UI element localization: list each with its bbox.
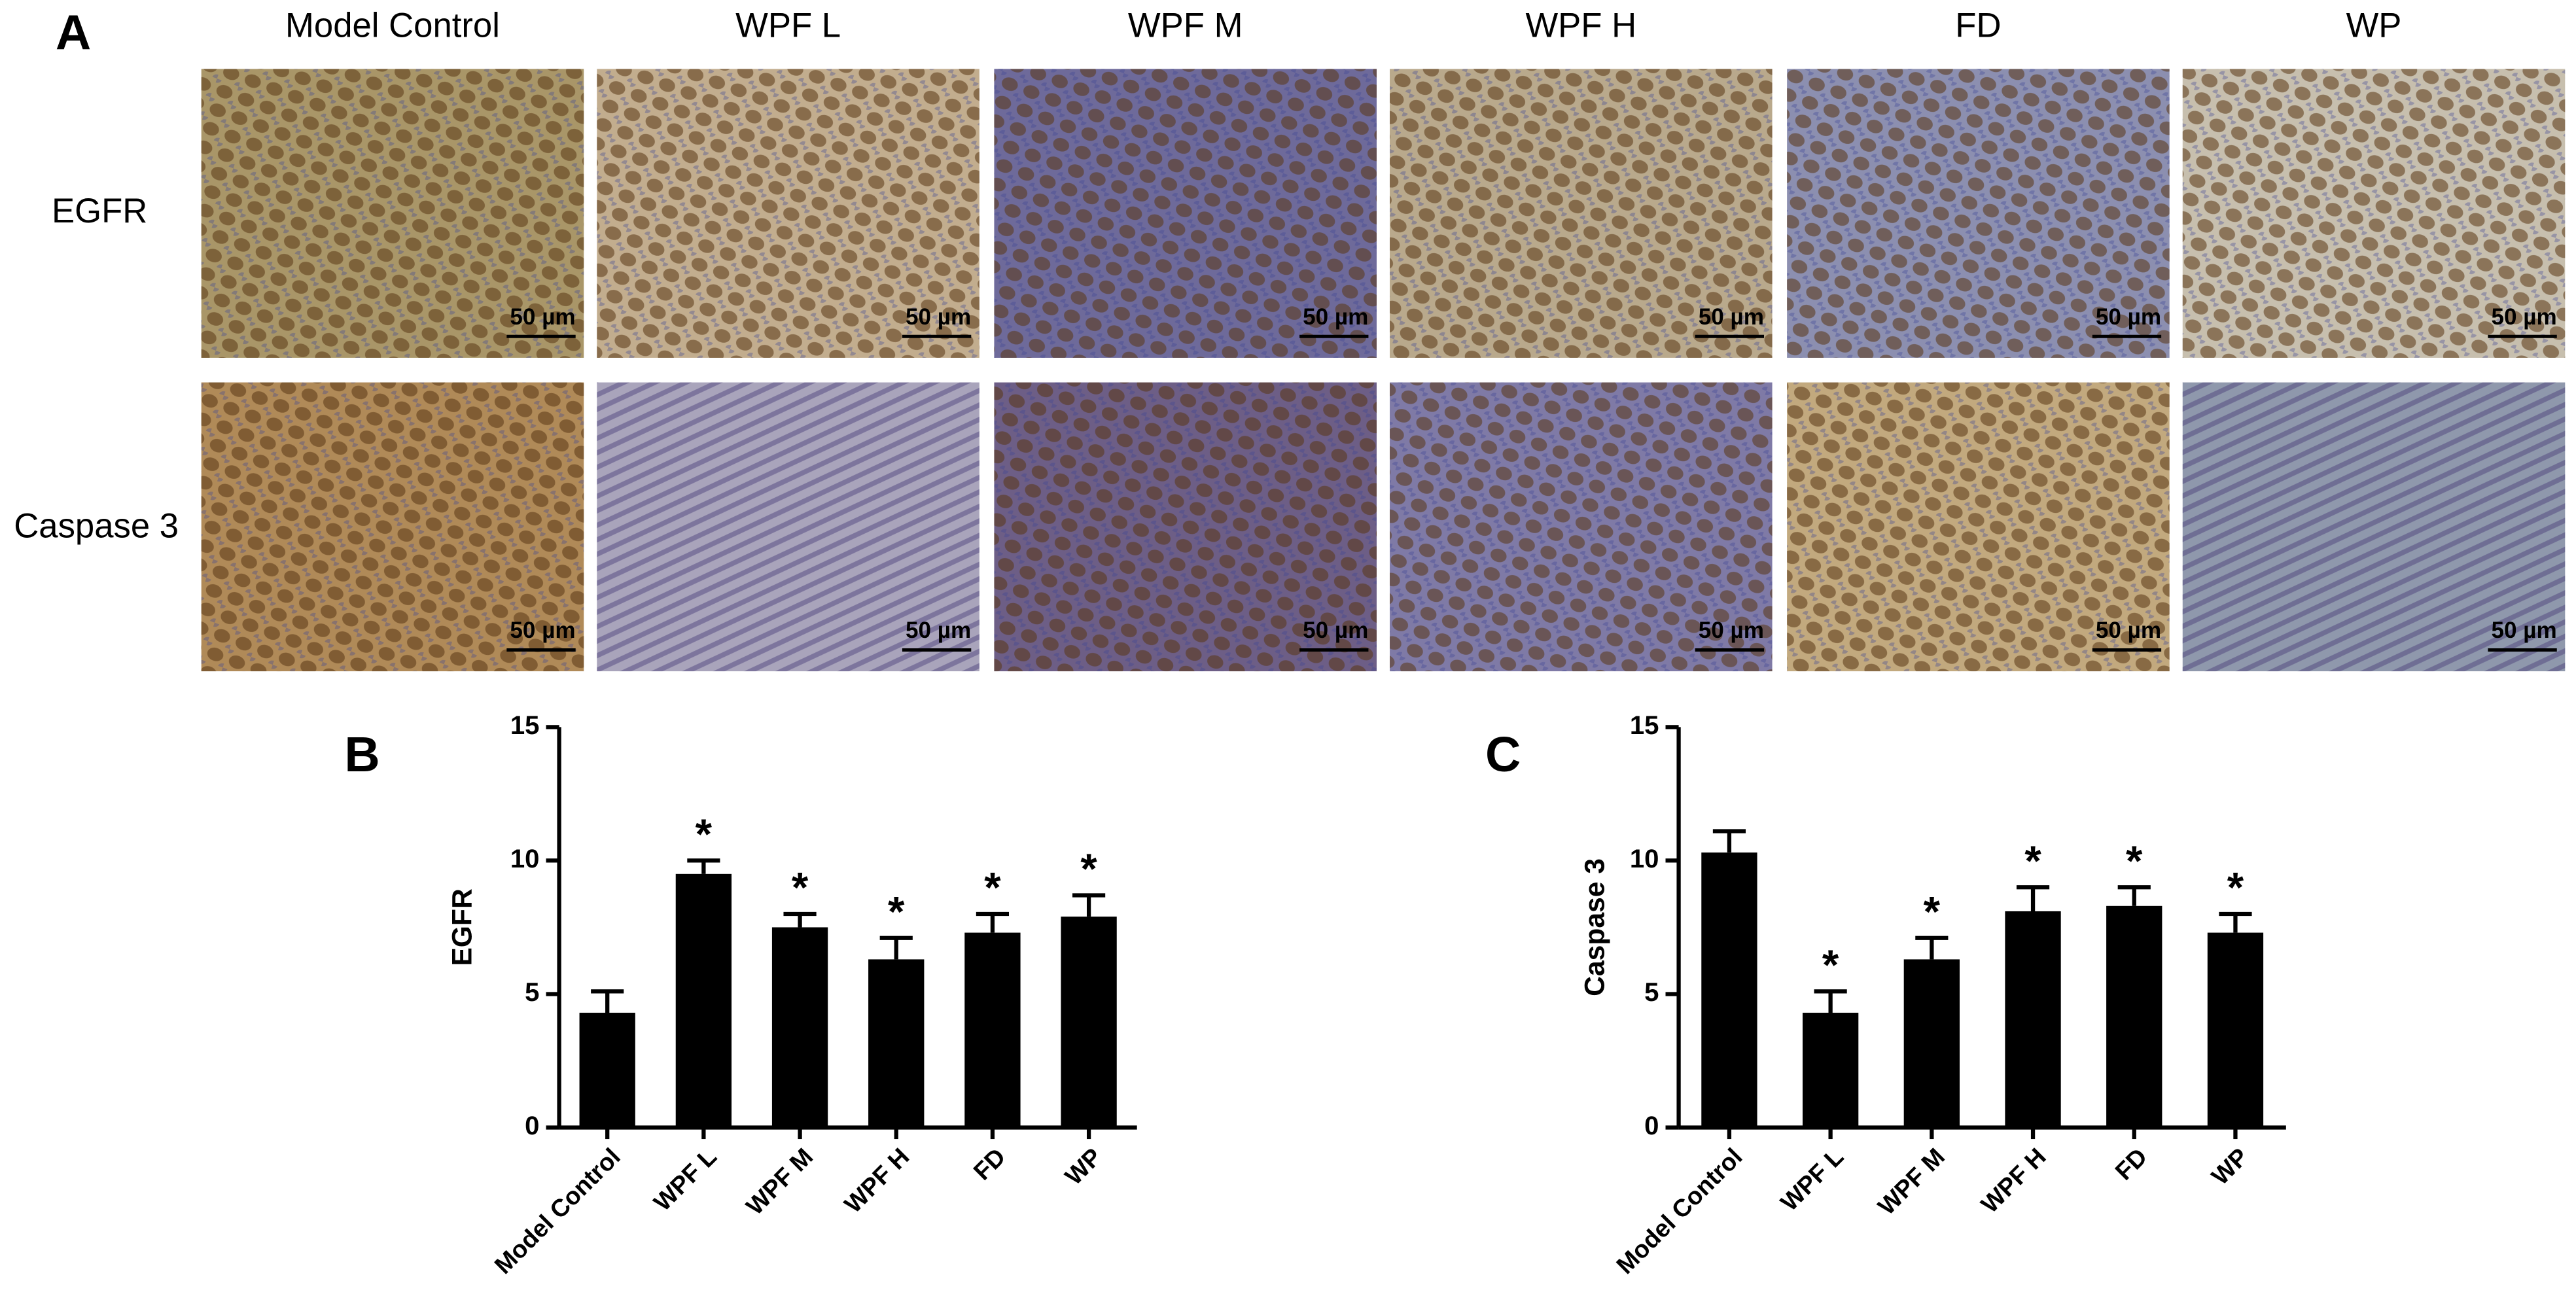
column-title: WPF H [1525,7,1636,45]
scale-bar-label: 50 µm [1303,618,1368,643]
y-tick-label: 0 [1644,1111,1659,1140]
column-title: WP [2346,7,2402,45]
micrograph-texture [2182,382,2566,672]
scale-bar-label: 50 µm [906,618,971,643]
significance-marker: * [696,811,713,858]
x-tick-label: WPF H [1975,1143,2051,1218]
x-tick-label: WP [1059,1143,1107,1191]
micrograph: 50 µm [994,69,1377,358]
micrograph-texture [201,382,584,672]
significance-marker: * [2126,837,2143,884]
y-tick-label: 10 [510,844,540,873]
x-tick-label: FD [968,1143,1010,1185]
significance-marker: * [1080,845,1097,893]
scale-bar-label: 50 µm [1699,304,1764,330]
micrograph-texture [201,69,584,358]
micrograph: 50 µm [201,382,584,672]
micrograph-texture [1787,382,2170,672]
bar [771,927,828,1128]
bar [964,932,1021,1128]
x-tick-label: Model Control [1611,1143,1748,1280]
column-title: WPF M [1128,7,1243,45]
x-tick-label: WPF H [839,1143,914,1218]
y-tick-label: 5 [525,977,539,1007]
micrograph: 50 µm [1787,69,2170,358]
micrograph-texture [597,69,979,358]
significance-marker: * [1822,941,1839,989]
y-axis-label: EGFR [446,888,478,966]
micrograph-texture [1390,69,1773,358]
scale-bar-label: 50 µm [1699,618,1764,643]
bar [1061,917,1117,1128]
x-tick-label: WPF M [1873,1143,1950,1220]
micrograph: 50 µm [1390,69,1773,358]
scale-bar-label: 50 µm [510,618,575,643]
bar [2005,911,2061,1128]
y-tick-label: 5 [1644,977,1659,1007]
row-label: EGFR [52,192,147,230]
panel-label: B [344,727,379,782]
scale-bar-label: 50 µm [2096,304,2161,330]
significance-marker: * [2227,864,2244,911]
scale-bar-label: 50 µm [510,304,575,330]
bar [579,1013,635,1128]
column-title: FD [1955,7,2001,45]
x-tick-label: WPF M [741,1143,818,1220]
x-tick-label: WP [2206,1143,2254,1191]
micrograph: 50 µm [994,382,1377,672]
micrograph: 50 µm [597,69,979,358]
significance-marker: * [888,888,905,936]
panel-label: C [1485,727,1521,782]
significance-marker: * [2024,837,2041,884]
x-tick-label: WPF L [648,1143,722,1216]
micrograph: 50 µm [201,69,584,358]
x-tick-label: WPF L [1775,1143,1848,1216]
x-tick-label: FD [2109,1143,2152,1185]
significance-marker: * [984,864,1001,911]
scale-bar-label: 50 µm [906,304,971,330]
bar [675,873,732,1128]
micrograph: 50 µm [2182,69,2566,358]
y-tick-label: 0 [525,1111,539,1140]
bar [1802,1013,1859,1128]
scale-bar-label: 50 µm [2491,618,2556,643]
micrograph: 50 µm [1787,382,2170,672]
y-tick-label: 15 [1630,710,1659,740]
column-title: WPF L [735,7,841,45]
micrograph-texture [1390,382,1773,672]
x-tick-label: Model Control [489,1143,626,1280]
micrograph-texture [597,382,979,672]
y-axis-label: Caspase 3 [1579,858,1610,996]
micrograph-texture [994,69,1377,358]
bar [868,959,925,1128]
scale-bar-label: 50 µm [2096,618,2161,643]
micrograph: 50 µm [2182,382,2566,672]
y-tick-label: 15 [510,710,540,740]
column-title: Model Control [285,7,500,45]
bar [2207,932,2264,1128]
micrograph-texture [994,382,1377,672]
scale-bar-label: 50 µm [1303,304,1368,330]
micrograph-texture [2182,69,2566,358]
bar [1701,852,1757,1128]
row-label: Caspase 3 [14,507,179,546]
panel-label: A [56,5,91,60]
y-tick-label: 10 [1630,844,1659,873]
micrograph-texture [1787,69,2170,358]
significance-marker: * [792,864,809,911]
significance-marker: * [1924,888,1941,936]
scale-bar-label: 50 µm [2491,304,2556,330]
bar [2106,905,2162,1128]
bar [1903,959,1960,1128]
micrograph: 50 µm [597,382,979,672]
micrograph: 50 µm [1390,382,1773,672]
